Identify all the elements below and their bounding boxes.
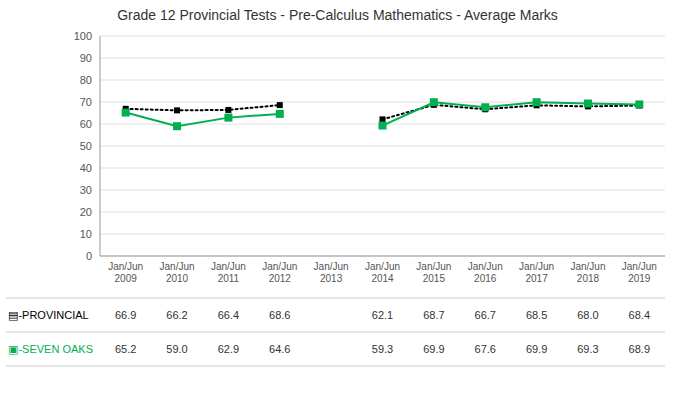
x-tick-label: Jan/Jun2009: [108, 261, 143, 284]
grid-line: [100, 80, 665, 81]
marker: [224, 114, 232, 122]
table-cell: 68.9: [629, 343, 650, 355]
marker: [174, 107, 180, 113]
marker: [173, 122, 181, 130]
table-cell: 59.3: [372, 343, 393, 355]
y-tick-label: 0: [86, 250, 92, 262]
x-tick-label: Jan/Jun2012: [262, 261, 297, 284]
marker: [225, 107, 231, 113]
grid-line: [100, 146, 665, 147]
x-tick-label: Jan/Jun2014: [365, 261, 400, 284]
y-tick-label: 80: [80, 74, 92, 86]
grid-line: [100, 256, 665, 257]
grid-line: [100, 36, 665, 37]
x-tick-label: Jan/Jun2016: [468, 261, 503, 284]
marker: [635, 100, 643, 108]
grid-line: [100, 234, 665, 235]
table-cell: 66.7: [475, 309, 496, 321]
table-cell: 64.6: [269, 343, 290, 355]
series: [123, 102, 643, 123]
table-cell: 68.6: [269, 309, 290, 321]
x-tick-label: Jan/Jun2018: [570, 261, 605, 284]
y-tick-label: 60: [80, 118, 92, 130]
y-tick-label: 100: [74, 30, 92, 42]
grid-line: [100, 168, 665, 169]
marker: [379, 122, 387, 130]
x-tick-label: Jan/Jun2010: [160, 261, 195, 284]
table-cell: 68.4: [629, 309, 650, 321]
x-tick-label: Jan/Jun2015: [416, 261, 451, 284]
x-axis-line: [100, 256, 665, 257]
marker: [430, 98, 438, 106]
series: [122, 98, 644, 130]
y-tick-label: 50: [80, 140, 92, 152]
table-cell: 66.4: [218, 309, 239, 321]
table-cell: 69.9: [526, 343, 547, 355]
marker: [276, 110, 284, 118]
chart: Grade 12 Provincial Tests - Pre-Calculus…: [0, 0, 675, 408]
y-tick-label: 30: [80, 184, 92, 196]
table-row-label: ▤-PROVINCIAL: [8, 309, 89, 321]
marker: [380, 116, 386, 122]
table-cell: 65.2: [115, 343, 136, 355]
title: Grade 12 Provincial Tests - Pre-Calculus…: [117, 7, 558, 23]
x-tick-label: Jan/Jun2013: [314, 261, 349, 284]
data-table: ▤-PROVINCIAL 66.9 66.2 66.4 68.6 62.1 68.7 66.7…: [6, 298, 665, 366]
y-tick-label: 70: [80, 96, 92, 108]
table-rule: [6, 366, 665, 367]
table-row-label: ▣-SEVEN OAKS: [8, 343, 93, 355]
table-cell: 68.0: [577, 309, 598, 321]
table-cell: 67.6: [475, 343, 496, 355]
y-tick-label: 90: [80, 52, 92, 64]
x-tick-label: Jan/Jun2017: [519, 261, 554, 284]
marker: [122, 109, 130, 117]
grid-line: [100, 212, 665, 213]
marker: [533, 98, 541, 106]
marker: [481, 103, 489, 111]
table-cell: 66.9: [115, 309, 136, 321]
table-cell: 69.3: [577, 343, 598, 355]
table-cell: 59.0: [166, 343, 187, 355]
y-tick-label: 10: [80, 228, 92, 240]
grid-line: [100, 58, 665, 59]
table-rule: [6, 332, 665, 333]
y-axis-line: [100, 36, 101, 256]
table-cell: 62.1: [372, 309, 393, 321]
y-tick-label: 40: [80, 162, 92, 174]
table-cell: 68.7: [423, 309, 444, 321]
marker: [277, 102, 283, 108]
table-rule: [6, 298, 665, 299]
table-cell: 68.5: [526, 309, 547, 321]
grid-line: [100, 190, 665, 191]
table-cell: 62.9: [218, 343, 239, 355]
table-cell: 66.2: [166, 309, 187, 321]
plot-area: [122, 98, 644, 130]
y-tick-label: 20: [80, 206, 92, 218]
x-tick-label: Jan/Jun2011: [211, 261, 246, 284]
grid: [100, 36, 665, 256]
table-cell: 69.9: [423, 343, 444, 355]
x-tick-label: Jan/Jun2019: [622, 261, 657, 284]
marker: [584, 100, 592, 108]
